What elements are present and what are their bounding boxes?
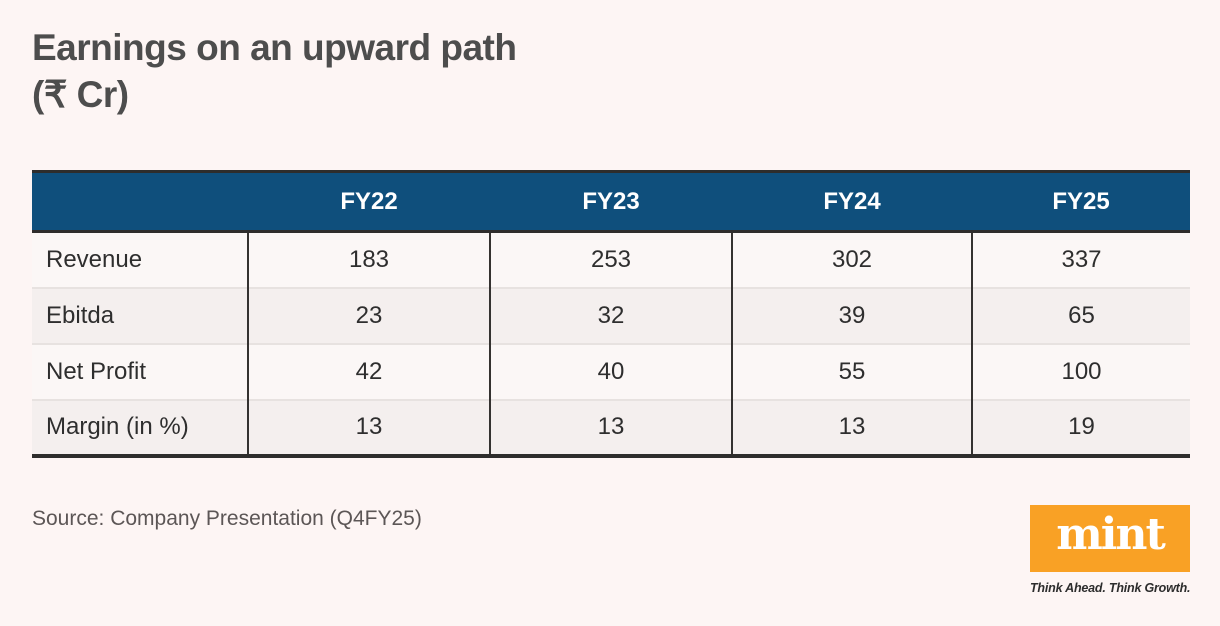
earnings-table: FY22 FY23 FY24 FY25 Revenue 183 253 302 … — [32, 170, 1190, 458]
header-cell-empty — [32, 171, 248, 233]
table-row-ebitda: Ebitda 23 32 39 65 — [32, 286, 1190, 344]
table-row-revenue: Revenue 183 253 302 337 — [32, 231, 1190, 288]
header-cell-fy22: FY22 — [248, 171, 490, 233]
cell-value: 40 — [489, 342, 732, 400]
cell-value: 65 — [971, 286, 1190, 344]
cell-value: 55 — [731, 342, 972, 400]
table-row-margin: Margin (in %) 13 13 13 19 — [32, 398, 1190, 456]
title-line2: (₹ Cr) — [32, 74, 129, 115]
cell-value: 13 — [731, 398, 972, 456]
cell-value: 39 — [731, 286, 972, 344]
title-line1: Earnings on an upward path — [32, 27, 517, 68]
mint-logo-text: mint — [1056, 509, 1166, 560]
row-label: Net Profit — [32, 342, 248, 400]
cell-value: 42 — [247, 342, 490, 400]
cell-value: 23 — [247, 286, 490, 344]
cell-value: 32 — [489, 286, 732, 344]
cell-value: 302 — [731, 231, 972, 288]
mint-logo: mint — [1030, 505, 1190, 572]
cell-value: 337 — [971, 231, 1190, 288]
header-cell-fy24: FY24 — [732, 171, 972, 233]
table-header-row: FY22 FY23 FY24 FY25 — [32, 171, 1190, 233]
cell-value: 100 — [971, 342, 1190, 400]
header-cell-fy23: FY23 — [490, 171, 732, 233]
header-cell-fy25: FY25 — [972, 171, 1190, 233]
row-label: Margin (in %) — [32, 398, 248, 456]
row-label: Revenue — [46, 245, 143, 273]
brand-tagline: Think Ahead. Think Growth. — [1030, 581, 1191, 595]
page-title: Earnings on an upward path (₹ Cr) — [32, 24, 517, 118]
cell-value: 19 — [971, 398, 1190, 456]
cell-value: 253 — [489, 231, 732, 288]
cell-value: 183 — [247, 231, 490, 288]
mint-branding: mint Think Ahead. Think Growth. — [1030, 505, 1191, 595]
cell-value: 13 — [489, 398, 732, 456]
cell-value: 13 — [247, 398, 490, 456]
table-row-net-profit: Net Profit 42 40 55 100 — [32, 342, 1190, 400]
source-note: Source: Company Presentation (Q4FY25) — [32, 507, 422, 530]
row-label: Ebitda — [32, 286, 248, 344]
